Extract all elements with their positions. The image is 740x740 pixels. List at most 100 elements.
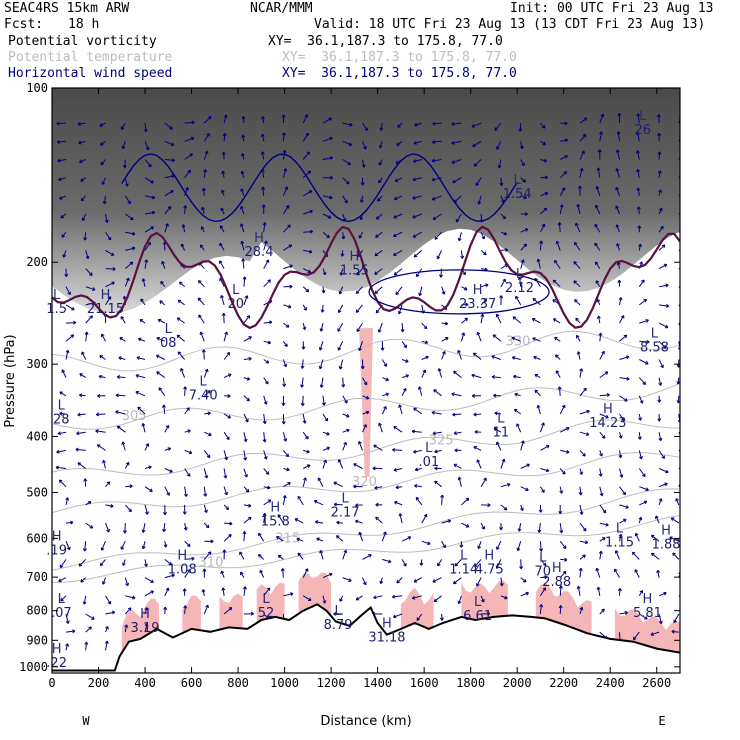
wind-vector-head <box>358 531 363 536</box>
wind-vector <box>635 533 640 542</box>
wind-vector <box>421 369 426 378</box>
wind-vector <box>177 317 185 324</box>
wind-vector-head <box>573 280 577 284</box>
x-tick-label: 200 <box>88 676 110 690</box>
wind-vector <box>380 577 383 584</box>
wind-vector-head <box>261 186 266 190</box>
wind-vector <box>105 504 114 507</box>
wind-vector-head <box>665 283 669 288</box>
wind-vector-head <box>57 431 61 436</box>
wind-vector <box>282 132 285 142</box>
wind-vector-head <box>309 209 313 214</box>
wind-vector <box>322 286 325 294</box>
wind-vector <box>164 587 169 597</box>
wind-vector-head <box>220 207 224 212</box>
wind-vector-head <box>582 554 586 558</box>
wind-vector <box>302 170 312 179</box>
x-tick-label: 2400 <box>596 676 625 690</box>
wind-vector-head <box>472 143 476 147</box>
wind-vector-head <box>363 381 368 386</box>
wind-vector <box>333 481 343 488</box>
wind-vector-head <box>403 563 407 567</box>
wind-vector <box>184 540 191 547</box>
extremum-value: 08 <box>160 336 177 351</box>
extremum-value: .01 <box>418 455 439 470</box>
wind-vector <box>85 286 96 291</box>
wind-vector-head <box>125 461 130 466</box>
wind-vector <box>396 577 403 584</box>
wind-vector <box>156 354 166 360</box>
wind-vector <box>639 319 649 324</box>
wind-vector-head <box>203 169 208 173</box>
wind-vector <box>203 504 208 513</box>
wind-vector-head <box>564 138 569 143</box>
wind-vector <box>263 240 268 251</box>
wind-vector <box>615 205 620 215</box>
wind-vector-head <box>78 393 83 398</box>
wind-vector <box>496 141 502 150</box>
wind-vector-head <box>631 551 636 556</box>
wind-vector-head <box>658 620 663 625</box>
wind-vector <box>599 522 609 526</box>
wind-vector <box>200 331 205 342</box>
wind-vector-head <box>457 237 462 242</box>
wind-vector-head <box>481 526 485 530</box>
wind-vector <box>401 359 409 363</box>
wind-vector-head <box>562 570 567 575</box>
wind-vector <box>575 317 581 324</box>
wind-vector <box>297 496 304 506</box>
wind-vector-head <box>476 583 480 587</box>
wind-vector-head <box>618 533 623 538</box>
wind-vector <box>472 140 482 147</box>
wind-vector <box>105 626 109 633</box>
wind-vector <box>184 430 191 433</box>
wind-vector <box>101 333 106 342</box>
wind-vector <box>534 389 541 397</box>
wind-vector-head <box>84 331 89 335</box>
wind-vector-head <box>246 376 251 381</box>
wind-vector-head <box>581 150 585 155</box>
wind-vector <box>85 268 93 276</box>
jet-core-contour <box>368 269 550 315</box>
valid-time: Valid: 18 UTC Fri 23 Aug 13 (13 CDT Fri … <box>314 17 706 32</box>
wind-vector-head <box>261 204 266 208</box>
wind-vector <box>282 568 284 578</box>
wind-vector <box>559 540 567 549</box>
wind-vector <box>337 322 344 332</box>
wind-vector <box>342 213 346 222</box>
wind-vector <box>638 468 646 477</box>
wind-vector-head <box>516 547 521 552</box>
wind-vector <box>203 486 206 497</box>
wind-vector-head <box>358 235 363 239</box>
wind-vector-head <box>632 636 637 641</box>
wind-vector <box>136 356 146 360</box>
wind-vector-head <box>179 281 183 286</box>
wind-vector <box>491 355 502 360</box>
wind-vector-head <box>119 337 123 341</box>
wind-vector-head <box>160 280 164 285</box>
wind-vector <box>432 213 442 220</box>
wind-vector-head <box>378 179 382 184</box>
wind-vector-head <box>116 375 121 379</box>
wind-vector-head <box>539 240 544 244</box>
wind-vector-head <box>64 273 69 277</box>
wind-vector-head <box>434 466 438 471</box>
wind-vector-head <box>227 394 231 398</box>
wind-vector <box>432 122 442 125</box>
pv-shade-region <box>400 587 434 629</box>
wind-vector <box>412 195 422 199</box>
wind-vector <box>184 169 191 179</box>
wind-vector <box>125 247 136 251</box>
wind-vector-head <box>140 298 144 302</box>
extremum-value: 70 <box>534 564 551 579</box>
wind-vector-head <box>583 117 588 121</box>
wind-vector-head <box>201 589 206 593</box>
wind-vector-head <box>107 601 112 605</box>
wind-vector-head <box>203 493 208 497</box>
wind-vector <box>639 340 650 343</box>
wind-vector-head <box>552 299 556 303</box>
wind-vector-head <box>685 269 688 272</box>
wind-vector-head <box>393 426 397 430</box>
wind-vector-head <box>261 116 265 120</box>
wind-vector-head <box>405 359 409 363</box>
